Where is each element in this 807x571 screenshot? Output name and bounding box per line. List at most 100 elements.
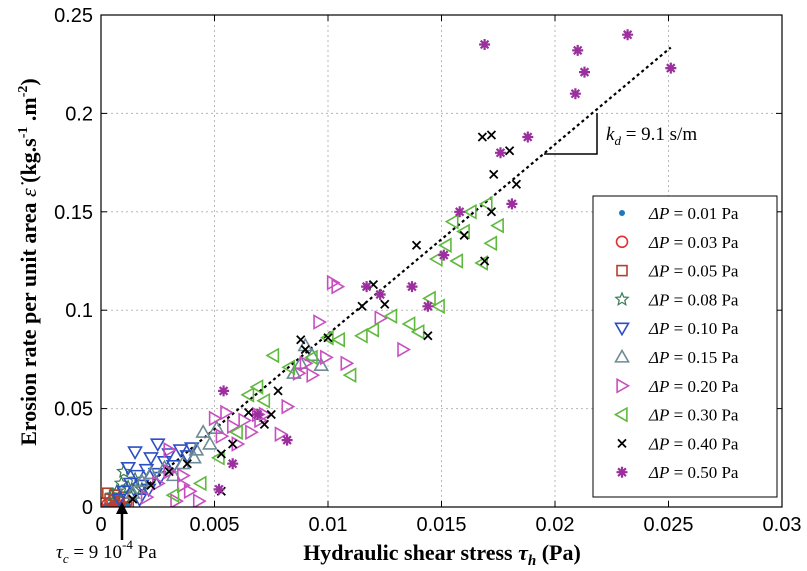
data-point — [622, 29, 634, 41]
data-point — [357, 301, 367, 311]
data-point — [213, 483, 225, 495]
y-axis-label-main: Erosion rate per unit area — [16, 197, 41, 446]
data-point — [483, 235, 498, 252]
data-point — [397, 341, 412, 358]
data-point — [437, 237, 452, 254]
data-point — [422, 290, 436, 307]
data-point — [522, 131, 534, 143]
y-tick-label: 0.2 — [65, 103, 93, 125]
y-axis-label-unit-b: .m — [16, 97, 41, 126]
slope-bracket — [544, 113, 598, 155]
threshold-unit: Pa — [133, 542, 157, 563]
threshold-sub: c — [63, 551, 69, 566]
x-tick-label: 0.005 — [189, 514, 239, 536]
data-point — [374, 310, 389, 326]
data-point — [215, 428, 230, 445]
legend-label: ΔP = 0.15 Pa — [648, 348, 739, 367]
data-point — [353, 327, 368, 344]
data-point — [383, 308, 398, 324]
data-point — [319, 329, 334, 346]
data-point — [323, 333, 333, 343]
y-tick-labels: 0 0.05 0.1 0.15 0.2 0.25 — [54, 5, 93, 519]
legend-item: ΔP = 0.03 Pa — [615, 233, 739, 252]
legend-item: ΔP = 0.30 Pa — [613, 406, 739, 425]
data-point — [140, 489, 155, 506]
x-axis-label-sub: h — [528, 553, 536, 569]
data-point — [265, 347, 280, 364]
y-tick-label: 0.1 — [65, 300, 93, 322]
legend-items: ΔP = 0.01 Pa ΔP = 0.03 Pa ΔP = 0.05 Pa ΔP =… — [613, 204, 739, 482]
legend-marker — [616, 466, 628, 478]
data-point — [281, 359, 296, 376]
data-point — [579, 66, 590, 78]
data-point — [127, 446, 143, 461]
data-point — [299, 355, 314, 372]
x-tick-label: 0.01 — [309, 514, 348, 536]
legend-label: ΔP = 0.05 Pa — [648, 262, 739, 281]
data-point — [163, 442, 178, 458]
data-point — [300, 344, 310, 355]
data-point — [111, 493, 128, 507]
data-point — [449, 253, 464, 269]
data-point — [504, 146, 515, 156]
data-point — [462, 203, 477, 220]
series-6 — [140, 274, 412, 507]
x-axis-label: Hydraulic shear stress τh (Pa) — [303, 540, 581, 569]
data-point — [401, 316, 416, 332]
data-point — [183, 442, 200, 457]
data-point — [170, 493, 185, 507]
data-point — [128, 494, 138, 504]
legend-item: ΔP = 0.20 Pa — [616, 377, 739, 396]
data-point — [374, 289, 386, 300]
legend-marker — [615, 235, 629, 249]
legend-label: ΔP = 0.01 Pa — [648, 204, 739, 223]
data-point — [229, 424, 243, 441]
data-point — [208, 410, 223, 427]
legend-item: ΔP = 0.15 Pa — [614, 348, 739, 367]
data-point — [479, 39, 491, 50]
legend-item: ΔP = 0.50 Pa — [616, 463, 739, 482]
data-point — [143, 465, 159, 480]
data-point — [147, 467, 164, 482]
x-axis-label-unit: (Pa) — [536, 540, 581, 565]
data-point — [259, 419, 270, 429]
data-point — [342, 367, 357, 384]
data-point — [120, 461, 137, 476]
data-point — [116, 463, 132, 479]
data-point — [133, 473, 150, 488]
data-point — [422, 300, 434, 312]
legend-marker — [613, 406, 628, 423]
data-point — [245, 424, 259, 441]
legend-label: ΔP = 0.50 Pa — [648, 463, 739, 482]
data-point — [243, 407, 254, 418]
data-point — [227, 458, 239, 470]
y-tick-label: 0.25 — [54, 5, 93, 27]
data-point — [143, 452, 159, 466]
fit-line — [120, 46, 672, 507]
data-point — [210, 449, 225, 466]
data-point — [489, 169, 499, 180]
data-point — [340, 355, 355, 372]
data-point — [281, 398, 296, 415]
data-point — [506, 198, 518, 210]
legend-marker — [616, 377, 631, 394]
data-point — [252, 409, 264, 420]
data-point — [428, 251, 443, 267]
data-point — [313, 357, 330, 371]
series-8 — [128, 130, 522, 504]
data-point — [331, 331, 346, 348]
data-point — [164, 466, 174, 477]
data-point — [216, 449, 226, 459]
legend-marker — [616, 264, 628, 277]
data-point — [410, 323, 425, 340]
data-point — [220, 404, 234, 421]
legend-label: ΔP = 0.08 Pa — [648, 290, 739, 309]
x-tick-labels: 0 0.005 0.01 0.015 0.02 0.025 0.03 — [95, 514, 801, 536]
threshold-value: = 9 10 — [69, 542, 122, 563]
data-point — [511, 179, 522, 189]
data-point — [125, 502, 132, 507]
y-axis-label-sup2: -2 — [16, 86, 31, 98]
legend-marker — [617, 438, 627, 449]
legend-label: ΔP = 0.30 Pa — [648, 406, 739, 425]
